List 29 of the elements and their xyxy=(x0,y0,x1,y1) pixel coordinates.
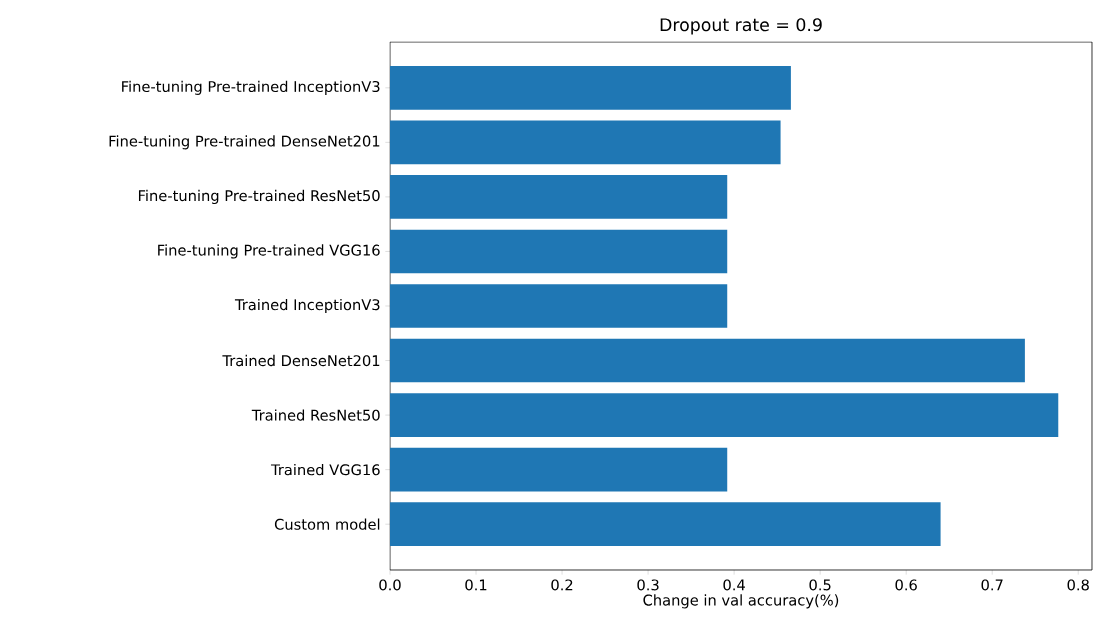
x-axis-title: Change in val accuracy(%) xyxy=(643,594,839,609)
x-tick-label: 0.8 xyxy=(1067,579,1089,591)
x-tick-label: 0.6 xyxy=(895,579,917,591)
x-tick-label: 0.2 xyxy=(551,579,573,591)
y-tick-label: Fine-tuning Pre-trained VGG16 xyxy=(158,244,380,259)
bar xyxy=(390,338,1025,383)
x-tick-label: 0.4 xyxy=(723,579,745,591)
x-tick-label: 0.7 xyxy=(981,579,1003,591)
bar xyxy=(390,393,1059,437)
y-tick-label: Fine-tuning Pre-trained DenseNet201 xyxy=(109,135,380,150)
y-tick-label: Trained ResNet50 xyxy=(251,409,380,421)
y-tick-label: Trained InceptionV3 xyxy=(234,298,380,314)
bar xyxy=(390,175,728,219)
y-tick-label: Trained VGG16 xyxy=(270,463,380,476)
x-tick-label: 0.3 xyxy=(637,579,659,591)
x-tick-label: 0.1 xyxy=(465,579,487,591)
bar xyxy=(390,447,728,492)
x-tick-label: 0.0 xyxy=(379,579,401,591)
y-tick-label: Fine-tuning Pre-trained InceptionV3 xyxy=(122,80,380,95)
bar xyxy=(390,229,728,274)
y-tick-label: Trained DenseNet201 xyxy=(222,354,380,367)
chart-title: Dropout rate = 0.9 xyxy=(660,18,822,35)
bar xyxy=(390,502,941,546)
x-tick-label: 0.5 xyxy=(809,579,831,591)
y-tick-label: Custom model xyxy=(274,518,380,530)
bar xyxy=(390,120,781,165)
bar xyxy=(390,66,791,110)
bar xyxy=(390,284,728,328)
y-tick-label: Fine-tuning Pre-trained ResNet50 xyxy=(138,189,380,204)
